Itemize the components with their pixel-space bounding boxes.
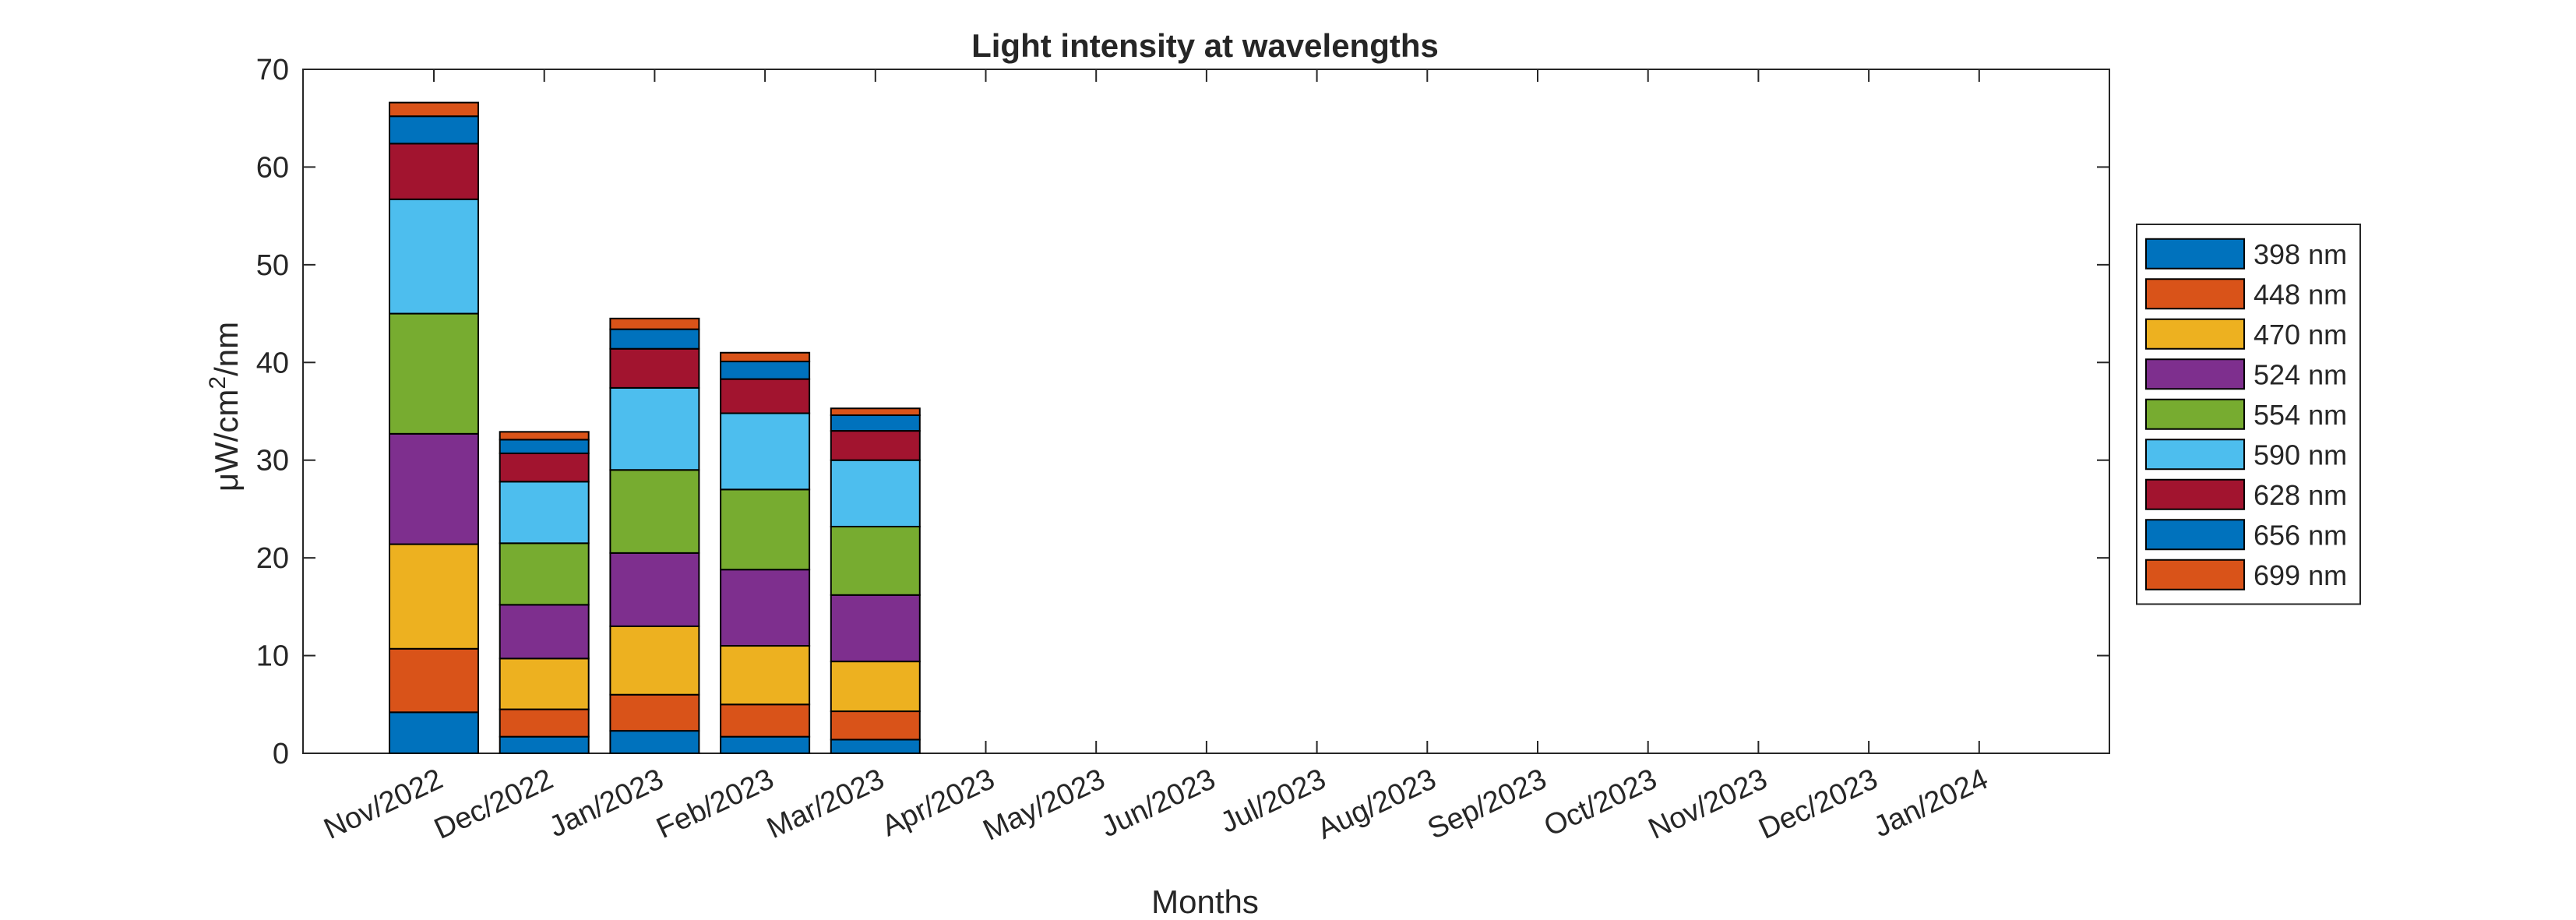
legend-swatch [2145, 318, 2245, 350]
legend-entry: 524 nm [2254, 358, 2347, 390]
bar-segment [609, 386, 700, 471]
bar-segment [720, 735, 811, 754]
bar-segment [830, 594, 921, 663]
legend-swatch [2145, 478, 2245, 510]
y-tick-label: 20 [256, 542, 289, 575]
bar-segment [499, 431, 590, 441]
x-tick-label: Sep/2023 [1423, 763, 1552, 846]
bar-segment [830, 710, 921, 741]
bar-segment [720, 351, 811, 363]
bar-segment [830, 430, 921, 461]
x-axis-label: Months [1151, 883, 1259, 920]
bar-segment [389, 312, 479, 435]
bar-segment [499, 542, 590, 606]
y-tick-label: 30 [256, 445, 289, 478]
bar-segment [389, 711, 479, 755]
bar-segment [720, 569, 811, 647]
x-tick-label: Nov/2022 [319, 763, 448, 846]
bar-segment [389, 432, 479, 545]
y-tick-label: 70 [256, 54, 289, 86]
legend-swatch [2145, 398, 2245, 430]
chart-title: Light intensity at wavelengths [971, 27, 1439, 64]
bar-segment [389, 115, 479, 145]
x-tick-label: Nov/2023 [1644, 763, 1772, 846]
legend-entry: 398 nm [2254, 238, 2347, 270]
bar-segment [830, 738, 921, 755]
bar-segment [609, 328, 700, 350]
x-tick-label: Mar/2023 [762, 763, 889, 845]
bar-segment [389, 647, 479, 714]
legend-entry: 554 nm [2254, 399, 2347, 431]
bar-segment [609, 552, 700, 627]
x-tick-label: Dec/2023 [1754, 763, 1883, 846]
bar-segment [720, 412, 811, 491]
legend-swatch [2145, 358, 2245, 390]
y-axis-label: μW/cm2/nm [205, 322, 245, 492]
bar-segment [499, 708, 590, 738]
x-tick-label: Jul/2023 [1215, 763, 1330, 840]
bar-segment [499, 735, 590, 754]
bar-segment [830, 414, 921, 432]
bar-segment [609, 625, 700, 696]
legend: 398 nm 448 nm 470 nm 524 nm 554 nm 590 nm 628 … [2136, 224, 2361, 605]
bar-segment [830, 526, 921, 596]
legend-entry: 628 nm [2254, 479, 2347, 511]
legend-swatch [2145, 559, 2245, 590]
x-tick-label: Oct/2023 [1539, 763, 1662, 843]
legend-entry: 699 nm [2254, 559, 2347, 591]
legend-swatch [2145, 519, 2245, 551]
bar-segment [609, 469, 700, 554]
bar-segment [720, 378, 811, 414]
bar-segment [609, 347, 700, 389]
x-tick-label: Aug/2023 [1313, 763, 1441, 846]
bar-segment [830, 459, 921, 528]
x-tick-label: Dec/2022 [429, 763, 558, 846]
bar-segment [609, 317, 700, 330]
bar-segment [609, 730, 700, 754]
x-tick-label: Apr/2023 [877, 763, 1000, 843]
legend-entry: 590 nm [2254, 439, 2347, 471]
legend-swatch [2145, 439, 2245, 471]
bar-segment [720, 703, 811, 738]
y-tick-label: 60 [256, 151, 289, 184]
x-tick-label: Jan/2023 [544, 763, 668, 844]
x-tick-label: Jan/2024 [1869, 763, 1993, 844]
legend-entry: 448 nm [2254, 278, 2347, 310]
bar-segment [499, 439, 590, 454]
legend-swatch [2145, 278, 2245, 310]
legend-entry: 470 nm [2254, 319, 2347, 351]
y-tick-label: 50 [256, 249, 289, 282]
bar-segment [389, 198, 479, 315]
bar-segment [720, 488, 811, 571]
y-tick-label: 40 [256, 347, 289, 379]
x-tick-label: Feb/2023 [652, 763, 779, 845]
y-tick-label: 0 [273, 738, 289, 770]
bar-segment [389, 543, 479, 650]
bar-segment [830, 661, 921, 713]
bar-segment [720, 361, 811, 380]
bar-segment [830, 407, 921, 417]
bar-segment [499, 604, 590, 660]
legend-swatch [2145, 238, 2245, 270]
plot-area: 0 10 20 30 40 50 60 70 Nov/2022Dec/2022Jan/2023F… [256, 54, 2110, 848]
bar-segment [389, 101, 479, 118]
x-tick-label: Jun/2023 [1096, 763, 1220, 844]
bar-segment [499, 657, 590, 710]
bar-segment [499, 452, 590, 483]
x-tick-label: May/2023 [978, 763, 1110, 848]
bar-segment [389, 143, 479, 200]
y-tick-label: 10 [256, 640, 289, 673]
bar-segment [609, 693, 700, 732]
bar-segment [720, 645, 811, 706]
legend-entry: 656 nm [2254, 519, 2347, 551]
bar-segment [499, 481, 590, 545]
